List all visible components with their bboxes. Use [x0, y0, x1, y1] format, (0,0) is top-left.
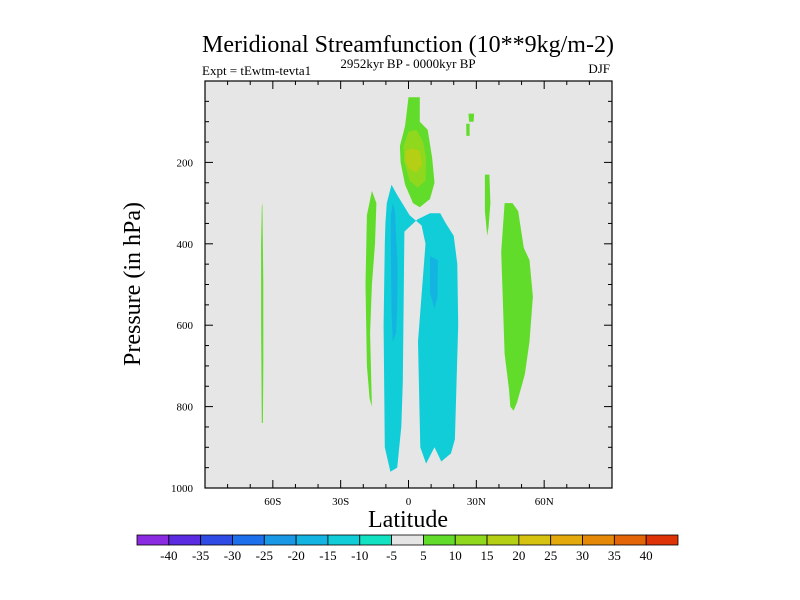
region-lat-10N-negative-core — [430, 256, 438, 309]
axis-ticks: 60S 30S 0 30N 60N 200 400 600 800 1000 — [171, 80, 613, 508]
colorbar-swatch — [295, 534, 329, 546]
region-upper-equatorial-max-inner — [405, 148, 423, 173]
colorbar-swatch — [327, 534, 361, 546]
y-tick-label: 600 — [177, 320, 194, 332]
y-tick-label: 1000 — [171, 483, 194, 495]
colorbar-swatch — [200, 534, 233, 546]
x-tick-label: 30N — [467, 496, 486, 508]
colorbar-swatch — [359, 534, 392, 546]
region-lat-35N-positive — [484, 174, 491, 236]
x-tick-label: 60N — [535, 496, 554, 508]
colorbar-label: -35 — [192, 548, 209, 563]
colorbar-label: -30 — [224, 548, 241, 563]
colorbar-swatch — [613, 534, 647, 546]
colorbar-swatch — [486, 534, 520, 546]
colorbar-swatch — [550, 534, 583, 546]
colorbar-label: 5 — [420, 548, 427, 563]
colorbar-label: -10 — [351, 548, 368, 563]
x-axis-label: Latitude — [368, 507, 448, 533]
colorbar-swatch — [582, 534, 615, 546]
colorbar-swatch — [136, 534, 170, 546]
colorbar-label: 40 — [640, 548, 653, 563]
region-upper-60N-tip — [468, 113, 475, 122]
y-tick-label: 400 — [177, 239, 194, 251]
region-upper-20N-speck — [466, 123, 470, 136]
y-tick-label: 200 — [177, 157, 194, 169]
chart-title: Meridional Streamfunction (10**9kg/m-2) — [202, 32, 614, 58]
colorbar-swatch — [391, 534, 424, 546]
colorbar-label: 30 — [576, 548, 589, 563]
plot-area: 60S 30S 0 30N 60N 200 400 600 800 1000 — [171, 80, 613, 508]
region-lat-15S-positive — [365, 190, 377, 407]
colorbar-label: 25 — [544, 548, 557, 563]
y-axis-label: Pressure (in hPa) — [120, 202, 146, 366]
colorbar-swatch — [168, 534, 202, 546]
chart-subtitle-right: DJF — [588, 61, 610, 76]
colorbar-swatch — [454, 534, 488, 546]
colorbar-swatch — [645, 534, 679, 546]
x-tick-label: 0 — [406, 496, 412, 508]
colorbar-label: -5 — [386, 548, 397, 563]
region-lat-65-positive — [261, 203, 264, 423]
x-tick-label: 30S — [332, 496, 349, 508]
colorbar-swatch — [232, 534, 265, 546]
region-lat-50N-positive — [501, 203, 533, 411]
colorbar-label: -15 — [319, 548, 336, 563]
y-tick-label: 800 — [177, 402, 194, 414]
contour-regions — [261, 97, 533, 472]
colorbar-label: -40 — [160, 548, 177, 563]
colorbar-swatch — [423, 534, 456, 546]
colorbar-label: 15 — [481, 548, 494, 563]
colorbar-label: 20 — [512, 548, 525, 563]
colorbar-label: -25 — [256, 548, 273, 563]
colorbar-label: -20 — [287, 548, 304, 563]
x-tick-label: 60S — [264, 496, 281, 508]
colorbar-swatch — [518, 534, 552, 546]
colorbar-swatch — [263, 534, 297, 546]
colorbar: -40 -35 -30 -25 -20 -15 -10 -5 5 10 15 20 25 30 35 40 — [136, 534, 679, 563]
colorbar-label: 35 — [608, 548, 621, 563]
chart-subtitle-center: 2952kyr BP - 0000kyr BP — [340, 56, 475, 71]
colorbar-label: 10 — [449, 548, 462, 563]
chart-subtitle-left: Expt = tEwtm-tevta1 — [202, 63, 311, 78]
region-equatorial-negative-core — [390, 203, 398, 342]
region-equatorial-negative-column — [383, 184, 459, 472]
